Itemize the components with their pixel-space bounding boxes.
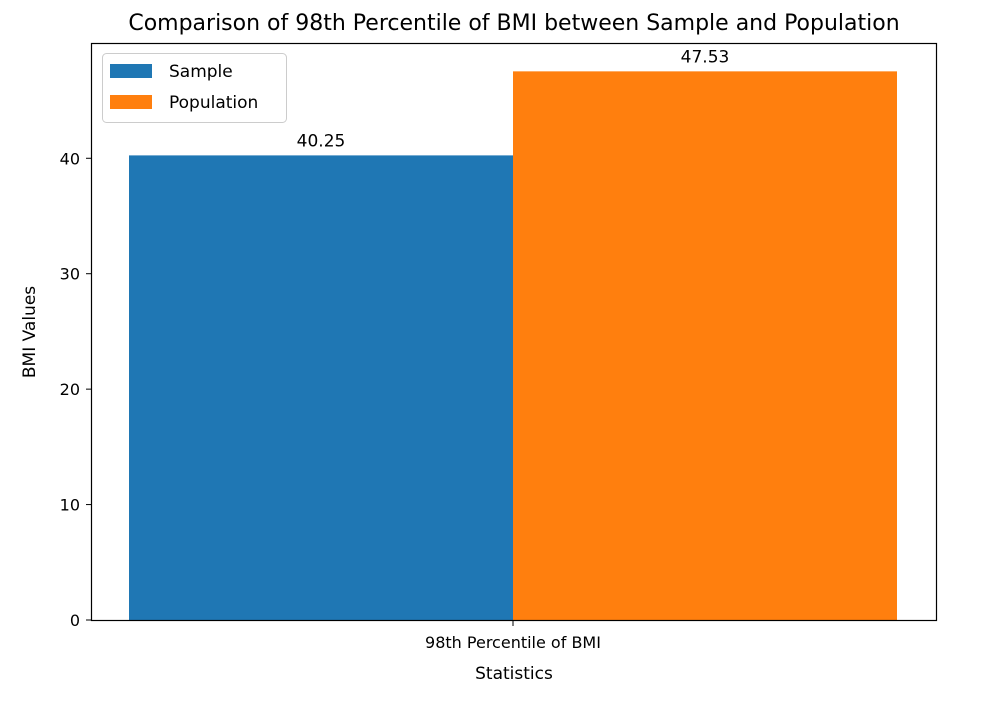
y-tick-label: 10 [60, 496, 80, 515]
x-axis-ticks: 98th Percentile of BMI [425, 620, 601, 652]
legend-swatch-sample [110, 64, 152, 78]
chart-title: Comparison of 98th Percentile of BMI bet… [128, 11, 899, 36]
bar-population [513, 71, 897, 620]
legend-label-population: Population [169, 93, 258, 113]
legend-swatch-population [110, 95, 152, 109]
x-tick-label: 98th Percentile of BMI [425, 633, 601, 652]
plot-area-frame [90, 42, 938, 622]
bar-value-label-population: 47.53 [681, 47, 730, 67]
y-tick-label: 0 [70, 611, 80, 630]
y-tick-label: 20 [60, 380, 80, 399]
y-tick-label: 40 [60, 149, 80, 168]
bar-value-label-sample: 40.25 [297, 131, 346, 151]
y-axis-ticks: 0 10 20 30 40 [60, 149, 92, 630]
bar-value-labels: 40.25 47.53 [297, 47, 730, 151]
x-axis-label: Statistics [475, 664, 553, 684]
legend: Sample Population [102, 53, 287, 123]
bar-sample [129, 155, 513, 620]
y-axis-label: BMI Values [20, 286, 40, 378]
bars [129, 71, 897, 620]
legend-label-sample: Sample [169, 62, 233, 82]
y-tick-label: 30 [60, 265, 80, 284]
